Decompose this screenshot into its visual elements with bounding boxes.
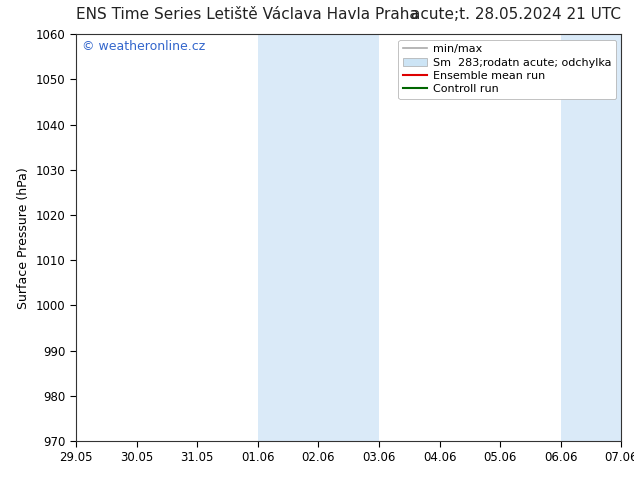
Text: ENS Time Series Letiště Václava Havla Praha: ENS Time Series Letiště Václava Havla Pr… [76, 7, 419, 22]
Text: © weatheronline.cz: © weatheronline.cz [82, 40, 205, 53]
Text: acute;t. 28.05.2024 21 UTC: acute;t. 28.05.2024 21 UTC [411, 7, 621, 22]
Bar [560, 34, 621, 441]
Bar [258, 34, 379, 441]
Legend: min/max, Sm  283;rodatn acute; odchylka, Ensemble mean run, Controll run: min/max, Sm 283;rodatn acute; odchylka, … [398, 40, 616, 99]
Y-axis label: Surface Pressure (hPa): Surface Pressure (hPa) [17, 167, 30, 309]
